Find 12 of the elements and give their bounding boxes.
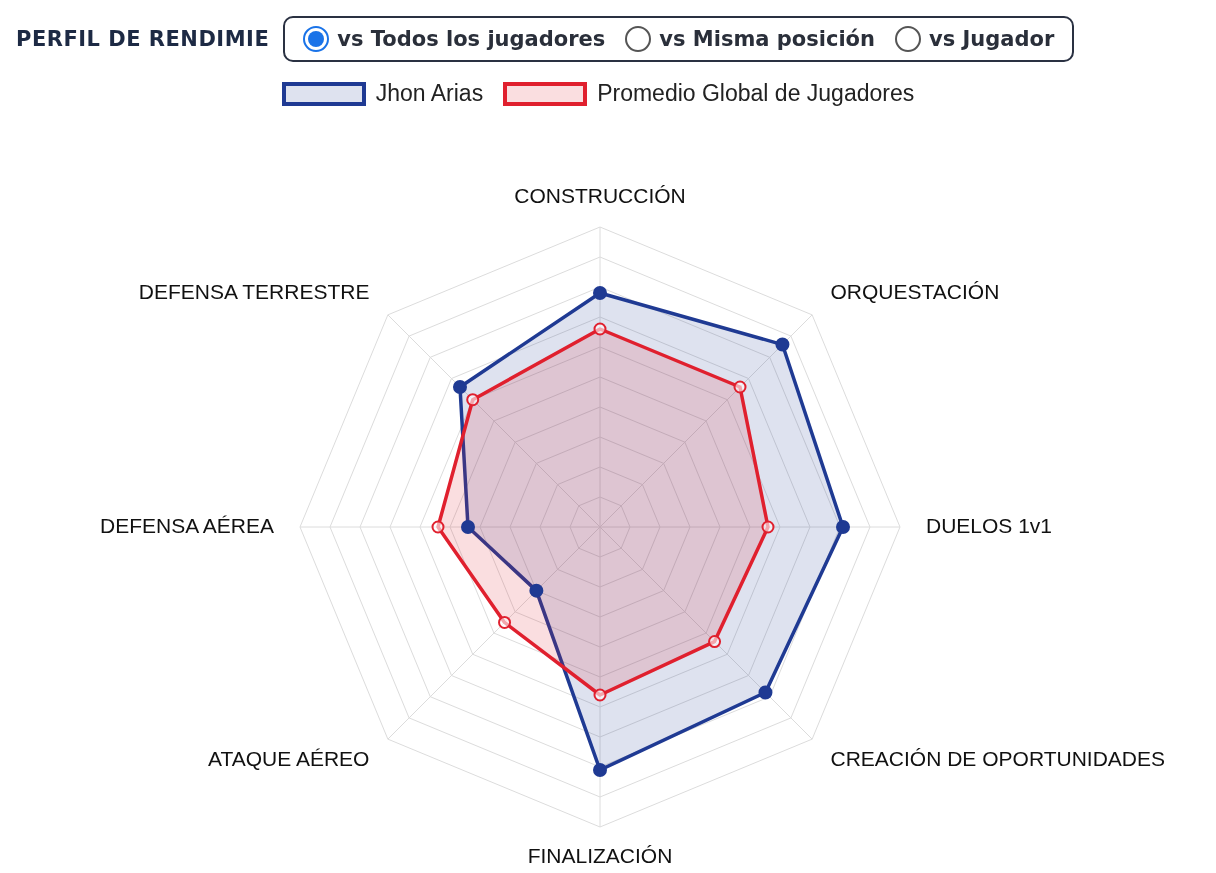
spoke-label: CREACIÓN DE OPORTUNIDADES bbox=[830, 746, 1166, 770]
spoke-label: FINALIZACIÓN bbox=[527, 843, 673, 867]
legend-label: Promedio Global de Jugadores bbox=[597, 80, 915, 107]
spoke-label: ORQUESTACIÓN bbox=[830, 280, 1000, 304]
legend-label: Jhon Arias bbox=[375, 80, 484, 107]
spoke-label: DUELOS 1v1 bbox=[926, 513, 1053, 537]
spoke-label: ATAQUE AÉREO bbox=[208, 746, 370, 770]
spoke-label: DEFENSA TERRESTRE bbox=[138, 280, 370, 304]
comparison-radio-group: vs Todos los jugadores vs Misma posición vs Jugador bbox=[283, 16, 1075, 62]
spoke-label: DEFENSA AÉREA bbox=[100, 513, 274, 537]
spoke-label: CONSTRUCCIÓN bbox=[514, 183, 686, 207]
chart-title: PERFIL DE RENDIMIE bbox=[16, 27, 270, 51]
